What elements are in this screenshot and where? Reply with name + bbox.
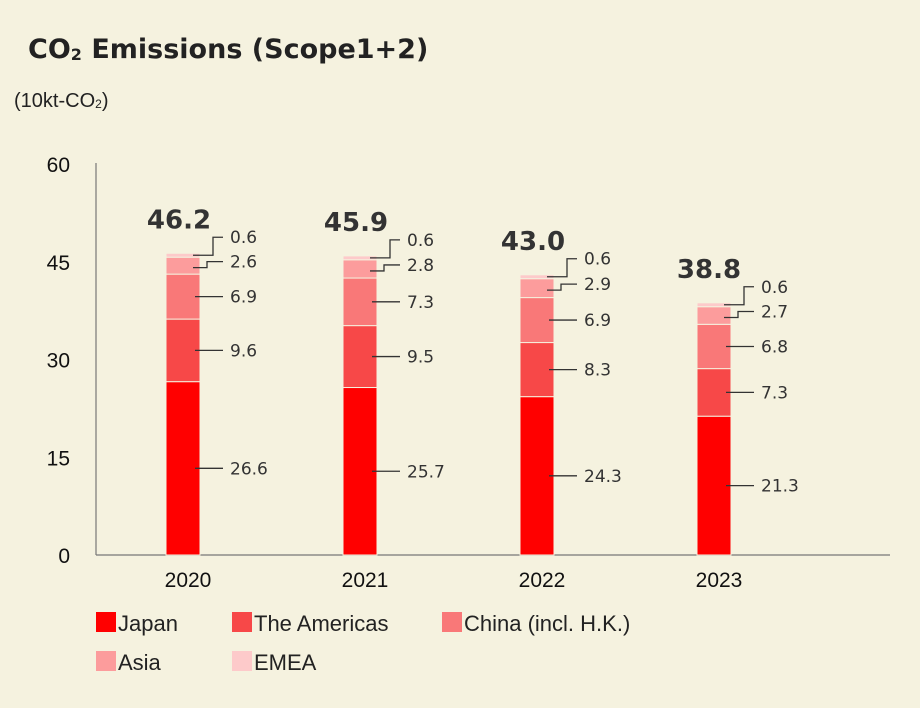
data-label: 6.8 — [761, 337, 788, 357]
bar-segment — [165, 318, 201, 383]
legend-label: EMEA — [254, 650, 317, 675]
bar-segment — [519, 342, 555, 398]
bar-segment — [165, 381, 201, 556]
x-tick-label: 2020 — [165, 569, 212, 592]
bar-segment — [342, 325, 378, 389]
y-tick-label: 30 — [47, 350, 70, 373]
unit-suffix: ) — [102, 90, 109, 112]
unit-prefix: (10kt-CO — [14, 90, 95, 112]
legend-swatch — [96, 612, 116, 632]
data-label: 6.9 — [584, 311, 611, 331]
bar-segment — [696, 306, 732, 325]
data-label: 25.7 — [407, 462, 445, 482]
bars — [165, 252, 732, 556]
y-tick-label: 15 — [47, 447, 70, 470]
bar-segment — [342, 259, 378, 279]
legend-swatch — [442, 612, 462, 632]
legend: Japan The Americas China (incl. H.K.) Asia E… — [96, 611, 630, 675]
data-label: 9.6 — [230, 341, 257, 361]
legend-swatch — [232, 651, 252, 671]
data-label: 0.6 — [230, 228, 257, 248]
title-subscript: 2 — [71, 45, 82, 64]
data-label: 8.3 — [584, 361, 611, 381]
data-label: 24.3 — [584, 467, 622, 487]
legend-label: Asia — [118, 650, 162, 675]
title-rest: Emissions (Scope1+2) — [82, 34, 428, 65]
legend-label: The Americas — [254, 611, 389, 636]
axes: 0 15 30 45 60 2020 2021 2022 2023 — [47, 154, 890, 592]
bar-segment — [519, 396, 555, 556]
leader-line — [724, 310, 754, 319]
leader-line — [193, 261, 223, 269]
bar-segment — [696, 415, 732, 556]
legend-swatch — [232, 612, 252, 632]
bar-segment — [696, 368, 732, 417]
data-label: 2.7 — [761, 303, 788, 323]
data-labels: 26.6 9.6 6.9 2.6 0.6 46.2 25.7 9.5 7.3 2.8 0.6 45.9… — [147, 205, 799, 496]
leader-line — [724, 286, 754, 306]
legend-label: Japan — [118, 611, 178, 636]
data-label: 6.9 — [230, 288, 257, 308]
bar-total-label: 38.8 — [677, 255, 741, 285]
leader-line — [370, 264, 400, 272]
data-label: 7.3 — [761, 383, 788, 403]
data-label: 2.9 — [584, 275, 611, 295]
leader-line — [370, 239, 400, 259]
legend-swatch — [96, 651, 116, 671]
leader-line — [547, 258, 577, 278]
chart-title: CO2 Emissions (Scope1+2) — [28, 34, 428, 65]
data-label: 0.6 — [761, 278, 788, 298]
data-label: 2.6 — [230, 253, 257, 273]
data-label: 9.5 — [407, 348, 434, 368]
data-label: 0.6 — [584, 250, 611, 270]
legend-label: China (incl. H.K.) — [464, 611, 630, 636]
bar-segment — [696, 323, 732, 370]
data-label: 26.6 — [230, 459, 268, 479]
y-tick-label: 60 — [47, 154, 70, 177]
y-tick-label: 45 — [47, 252, 70, 275]
y-tick-label: 0 — [58, 545, 70, 568]
leader-line — [193, 236, 223, 256]
data-label: 0.6 — [407, 231, 434, 251]
x-tick-label: 2023 — [696, 569, 743, 592]
leader-line — [547, 283, 577, 291]
title-co: CO — [28, 34, 71, 65]
data-label: 7.3 — [407, 293, 434, 313]
bar-segment — [519, 278, 555, 299]
data-label: 21.3 — [761, 477, 799, 497]
bar-segment — [342, 387, 378, 556]
x-tick-label: 2022 — [519, 569, 566, 592]
bar-segment — [165, 273, 201, 320]
bar-segment — [342, 277, 378, 327]
data-label: 2.8 — [407, 256, 434, 276]
bar-segment — [165, 256, 201, 275]
bar-segment — [519, 297, 555, 344]
y-unit-label: (10kt-CO2) — [14, 90, 108, 112]
bar-total-label: 45.9 — [324, 208, 388, 238]
bar-total-label: 43.0 — [501, 227, 565, 257]
unit-subscript: 2 — [95, 97, 102, 111]
x-tick-label: 2021 — [342, 569, 389, 592]
bar-total-label: 46.2 — [147, 205, 211, 235]
